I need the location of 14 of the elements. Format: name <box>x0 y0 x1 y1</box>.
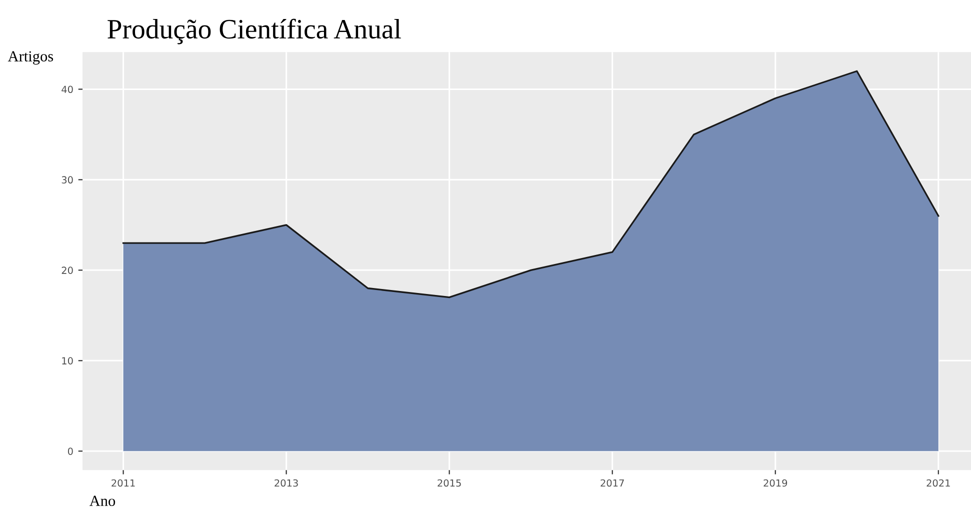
chart-title: Produção Científica Anual <box>108 18 401 44</box>
x-tick-label: 2011 <box>112 479 135 487</box>
y-tick-label: 30 <box>62 176 73 184</box>
x-tick-label: 2017 <box>600 479 624 487</box>
y-tick-label: 20 <box>62 266 73 274</box>
y-tick-label: 0 <box>68 448 73 455</box>
y-axis-title: Artigos <box>8 51 54 65</box>
x-tick-label: 2013 <box>274 479 298 487</box>
x-tick-label: 2019 <box>764 479 788 487</box>
x-tick-label: 2015 <box>438 479 461 487</box>
x-axis-title: Ano <box>89 496 116 506</box>
y-tick-label: 10 <box>62 357 73 364</box>
x-tick-label: 2021 <box>926 479 950 487</box>
y-tick-label: 40 <box>62 86 73 94</box>
